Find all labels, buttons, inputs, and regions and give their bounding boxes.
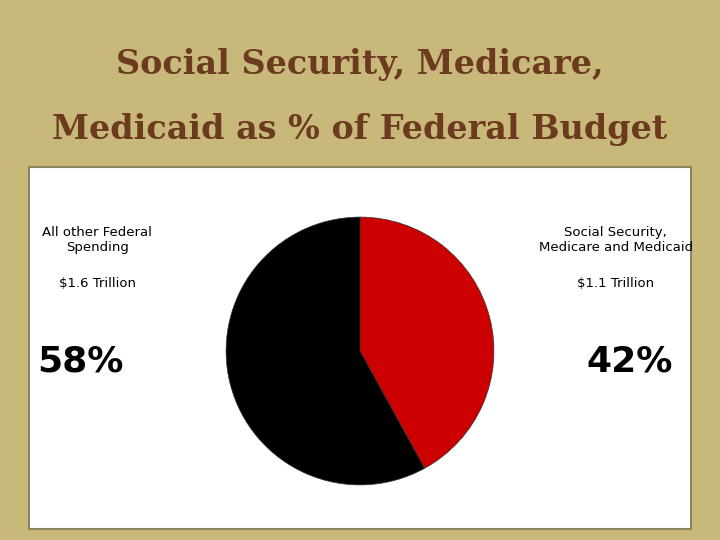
Text: Medicaid as % of Federal Budget: Medicaid as % of Federal Budget bbox=[53, 113, 667, 146]
Wedge shape bbox=[360, 217, 494, 468]
Text: $1.1 Trillion: $1.1 Trillion bbox=[577, 277, 654, 290]
Text: 58%: 58% bbox=[37, 345, 124, 379]
Text: Social Security, Medicare,: Social Security, Medicare, bbox=[116, 48, 604, 82]
Text: All other Federal
Spending: All other Federal Spending bbox=[42, 226, 152, 254]
Text: Social Security,
Medicare and Medicaid: Social Security, Medicare and Medicaid bbox=[539, 226, 693, 254]
Wedge shape bbox=[226, 217, 425, 485]
Text: $1.6 Trillion: $1.6 Trillion bbox=[59, 277, 135, 290]
Text: 42%: 42% bbox=[587, 345, 673, 379]
